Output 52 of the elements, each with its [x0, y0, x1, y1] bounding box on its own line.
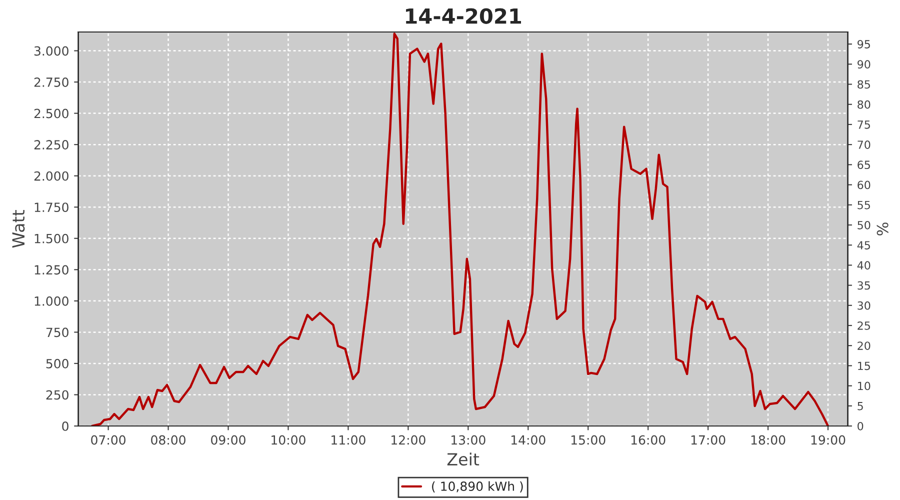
x-tick-label: 10:00	[272, 435, 306, 445]
x-tick-label: 18:00	[751, 435, 786, 445]
legend-label: ( 10,890 kWh )	[432, 481, 523, 492]
y2-tick-label: 75	[858, 120, 870, 129]
x-tick-label: 19:00	[811, 435, 846, 445]
x-tick-label: 09:00	[211, 435, 246, 445]
x-tick-label: 13:00	[452, 435, 486, 445]
x-tick-label: 08:00	[151, 435, 186, 445]
y-tick-label: 2.500	[34, 108, 68, 118]
y2-tick-label: 70	[858, 140, 870, 149]
y-tick-label: 1.750	[34, 202, 68, 212]
y-tick-label: 1.000	[34, 296, 68, 306]
y-tick-label: 3.000	[34, 46, 68, 56]
y2-tick-label: 25	[858, 321, 870, 330]
y-tick-label: 1.500	[34, 234, 68, 244]
y2-tick-label: 0	[858, 422, 864, 430]
y2-tick-label: 90	[858, 60, 870, 69]
x-tick-label: 16:00	[631, 435, 666, 445]
x-tick-label: 17:00	[691, 435, 726, 445]
y2-tick-label: 85	[858, 80, 870, 89]
y2-tick-label: 5	[858, 402, 863, 410]
y2-tick-label: 65	[858, 160, 870, 170]
y2-tick-label: 45	[857, 241, 870, 250]
y2-tick-label: 10	[858, 382, 870, 390]
y-tick-label: 750	[46, 328, 68, 338]
y2-tick-label: 60	[858, 180, 870, 190]
y2-tick-label: 30	[858, 301, 870, 310]
x-tick-label: 15:00	[571, 435, 606, 445]
y2-tick-label: 20	[858, 342, 870, 350]
y-tick-label: 500	[46, 358, 68, 368]
y-tick-label: 0	[62, 421, 68, 431]
y2-tick-label: 55	[858, 201, 870, 210]
y2-tick-label: 40	[857, 261, 870, 270]
y2-tick-label: 95	[858, 40, 870, 48]
chart-title: 14-4-2021	[406, 8, 521, 24]
y2-tick-label: 15	[858, 362, 870, 370]
y2-axis-title: %	[876, 222, 888, 236]
y-axis-title: Watt	[12, 210, 25, 248]
y-tick-label: 2.000	[34, 171, 68, 181]
y2-tick-label: 35	[858, 281, 870, 290]
x-tick-label: 12:00	[392, 435, 426, 445]
line-series	[90, 32, 830, 426]
y-tick-label: 250	[46, 390, 68, 400]
y-tick-label: 2.250	[34, 140, 68, 150]
x-tick-label: 11:00	[332, 435, 366, 445]
y2-tick-label: 80	[858, 100, 870, 109]
x-tick-label: 07:00	[91, 435, 126, 445]
y2-tick-label: 50	[858, 220, 870, 230]
x-axis-title: Zeit	[447, 452, 480, 466]
x-tick-label: 14:00	[511, 435, 546, 445]
y-tick-label: 2.750	[34, 78, 68, 87]
y-tick-label: 1.250	[34, 265, 68, 275]
